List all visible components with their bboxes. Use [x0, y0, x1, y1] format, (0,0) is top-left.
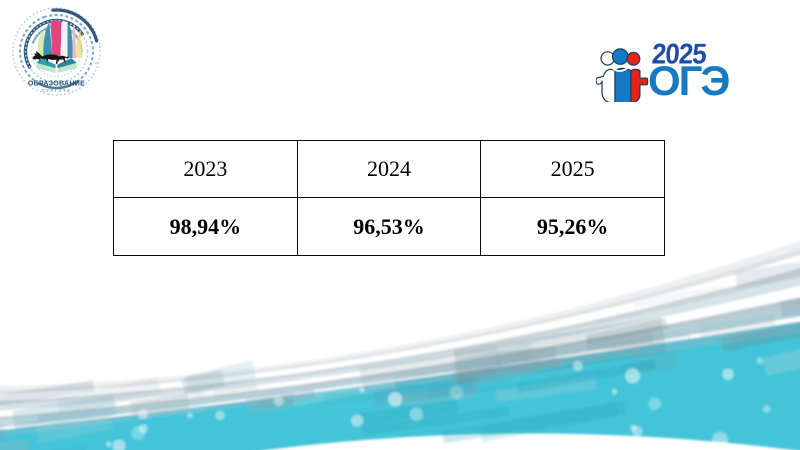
- svg-text:СУРГУТА: СУРГУТА: [41, 88, 71, 93]
- svg-text:ОБРАЗОВАНИЕ: ОБРАЗОВАНИЕ: [28, 81, 85, 88]
